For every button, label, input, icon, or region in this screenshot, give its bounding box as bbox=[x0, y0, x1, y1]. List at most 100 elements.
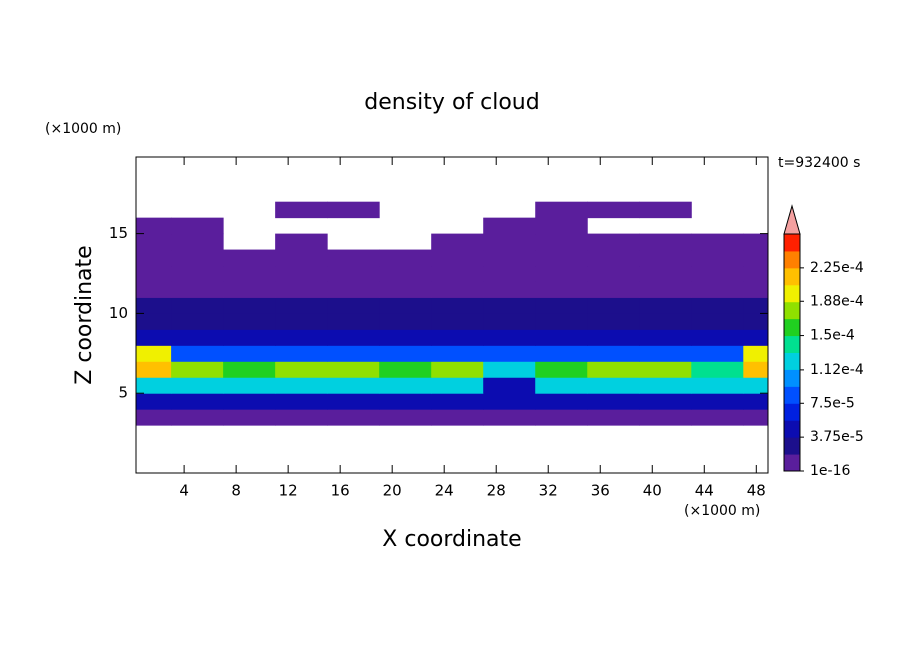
contour-cell bbox=[587, 345, 640, 362]
x-tick-label: 44 bbox=[695, 482, 714, 500]
contour-cell bbox=[223, 265, 276, 282]
x-tick-label: 32 bbox=[539, 482, 558, 500]
contour-cell bbox=[275, 281, 328, 298]
contour-cell bbox=[691, 233, 744, 251]
contour-cell bbox=[223, 377, 276, 394]
colorbar-tick-label: 1e-16 bbox=[810, 463, 850, 479]
contour-cell bbox=[431, 297, 484, 314]
contour-cell bbox=[379, 313, 432, 330]
contour-cell bbox=[171, 377, 224, 394]
colorbar-band bbox=[784, 420, 800, 438]
contour-cell bbox=[483, 345, 536, 362]
colorbar-band bbox=[784, 437, 800, 455]
contour-cell bbox=[535, 281, 588, 298]
contour-cell bbox=[483, 393, 536, 410]
contour-cell bbox=[743, 393, 768, 410]
contour-cell bbox=[691, 265, 744, 282]
colorbar-tick-label: 1.88e-4 bbox=[810, 293, 864, 309]
colorbar-band bbox=[784, 250, 800, 269]
contour-cell bbox=[639, 409, 692, 426]
contour-cell bbox=[587, 265, 640, 282]
contour-cell bbox=[743, 297, 768, 314]
colorbar-band bbox=[784, 403, 800, 421]
contour-cell bbox=[743, 265, 768, 282]
colorbar-tick-label: 3.75e-5 bbox=[810, 429, 864, 445]
contour-cell bbox=[691, 313, 744, 330]
contour-cell bbox=[275, 313, 328, 330]
contour-cell bbox=[483, 281, 536, 298]
contour-cell bbox=[171, 409, 224, 426]
contour-cell bbox=[535, 393, 588, 410]
contour-cell bbox=[136, 217, 172, 235]
contour-cell bbox=[327, 281, 380, 298]
contour-cell bbox=[535, 409, 588, 426]
contour-cell bbox=[483, 361, 536, 378]
contour-cell bbox=[639, 329, 692, 346]
contour-cell bbox=[275, 361, 328, 378]
y-tick-label: 10 bbox=[109, 304, 128, 322]
contour-cell bbox=[171, 297, 224, 314]
contour-cell bbox=[171, 345, 224, 362]
contour-cell bbox=[171, 281, 224, 298]
contour-cell bbox=[379, 345, 432, 362]
contour-cell bbox=[587, 233, 640, 251]
contour-cell bbox=[327, 249, 380, 267]
x-axis-label: X coordinate bbox=[382, 527, 521, 552]
y-axis-label: Z coordinate bbox=[72, 245, 97, 384]
x-unit: (×1000 m) bbox=[684, 503, 760, 519]
contour-cell bbox=[535, 249, 588, 267]
contour-cell bbox=[743, 249, 768, 267]
contour-cell bbox=[639, 249, 692, 267]
contour-cell bbox=[639, 393, 692, 410]
contour-cell bbox=[223, 297, 276, 314]
contour-cell bbox=[431, 393, 484, 410]
contour-cell bbox=[136, 249, 172, 267]
contour-cell bbox=[379, 409, 432, 426]
contour-cell bbox=[379, 281, 432, 298]
contour-cell bbox=[275, 393, 328, 410]
contour-cell bbox=[639, 361, 692, 378]
contour-cell bbox=[171, 329, 224, 346]
contour-cell bbox=[535, 313, 588, 330]
x-tick-label: 16 bbox=[331, 482, 350, 500]
contour-cell bbox=[587, 297, 640, 314]
contour-cell bbox=[587, 201, 640, 219]
contour-cell bbox=[327, 313, 380, 330]
contour-cell bbox=[136, 409, 172, 426]
contour-cell bbox=[483, 329, 536, 346]
contour-cell bbox=[136, 329, 172, 346]
contour-cell bbox=[691, 297, 744, 314]
colorbar-tick-label: 1.5e-4 bbox=[810, 328, 855, 344]
plot-frame bbox=[135, 156, 769, 474]
contour-cell bbox=[171, 233, 224, 251]
contour-cell bbox=[587, 281, 640, 298]
contour-cell bbox=[535, 217, 588, 235]
contour-cell bbox=[171, 361, 224, 378]
contour-cell bbox=[275, 249, 328, 267]
colorbar-band bbox=[784, 352, 800, 370]
contour-cell bbox=[691, 409, 744, 426]
contour-cell bbox=[327, 265, 380, 282]
colorbar-band bbox=[784, 234, 800, 252]
contour-cell bbox=[275, 409, 328, 426]
contour-cell bbox=[535, 377, 588, 394]
contour-cell bbox=[691, 377, 744, 394]
colorbar-band bbox=[784, 284, 800, 303]
contour-cell bbox=[639, 377, 692, 394]
contour-cell bbox=[275, 297, 328, 314]
contour-cell bbox=[431, 313, 484, 330]
contour-cell bbox=[535, 329, 588, 346]
x-tick-label: 12 bbox=[279, 482, 298, 500]
contour-cell bbox=[136, 297, 172, 314]
contour-cell bbox=[379, 265, 432, 282]
colorbar-band bbox=[784, 318, 800, 337]
contour-cell bbox=[743, 313, 768, 330]
contour-cell bbox=[431, 377, 484, 394]
contour-cell bbox=[691, 393, 744, 410]
contour-cell bbox=[379, 377, 432, 394]
contour-cell bbox=[483, 249, 536, 267]
contour-cell bbox=[223, 281, 276, 298]
x-tick-label: 24 bbox=[435, 482, 454, 500]
x-tick-label: 36 bbox=[591, 482, 610, 500]
contour-cell bbox=[379, 297, 432, 314]
